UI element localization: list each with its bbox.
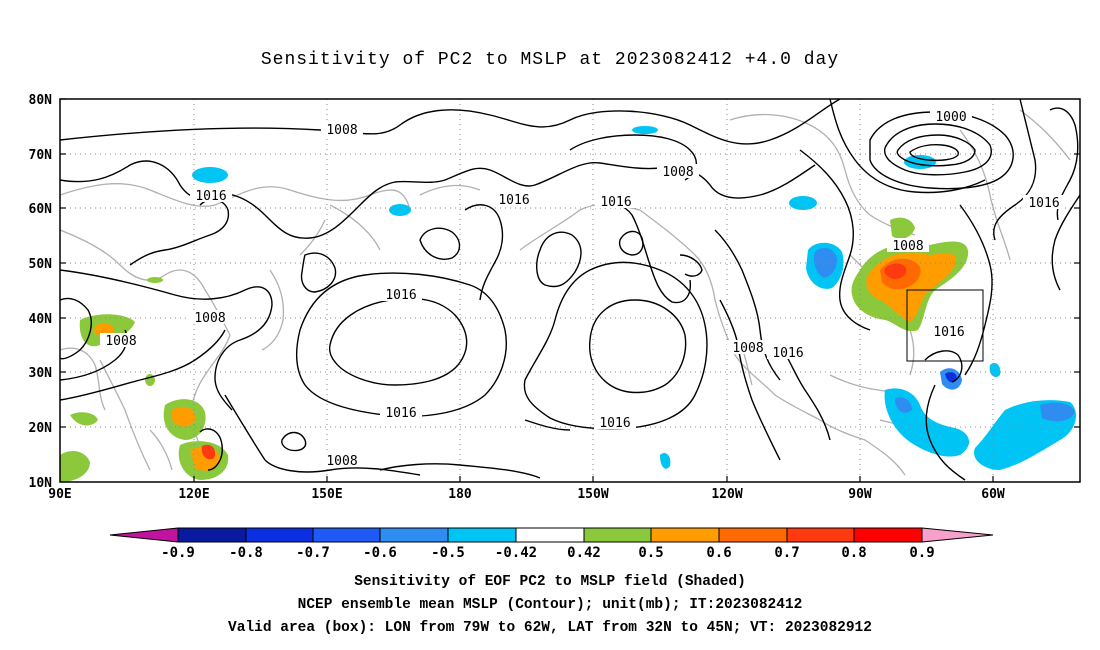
svg-text:1016: 1016 bbox=[599, 416, 630, 431]
contour-label: 1008 bbox=[189, 310, 231, 326]
contour-label: 1000 bbox=[930, 109, 972, 125]
svg-text:1008: 1008 bbox=[662, 165, 693, 180]
colorbar-high-triangle bbox=[922, 528, 993, 542]
contour-label: 1016 bbox=[594, 415, 636, 431]
colorbar-swatch bbox=[246, 528, 313, 542]
contour-label: 1016 bbox=[380, 405, 422, 421]
colorbar-swatch bbox=[178, 528, 246, 542]
lon-label: 180 bbox=[448, 487, 472, 502]
colorbar-label: -0.42 bbox=[495, 545, 537, 561]
map-frame bbox=[59, 98, 1081, 483]
contour-label: 1016 bbox=[595, 194, 637, 210]
svg-text:1008: 1008 bbox=[105, 334, 136, 349]
contour-label: 1008 bbox=[727, 340, 769, 356]
lat-label: 50N bbox=[29, 257, 53, 272]
lon-label: 90E bbox=[48, 487, 71, 502]
svg-text:1008: 1008 bbox=[326, 123, 357, 138]
valid-area-box bbox=[906, 289, 984, 362]
lat-label: 70N bbox=[29, 148, 53, 163]
lon-label: 90W bbox=[848, 487, 872, 502]
svg-text:1016: 1016 bbox=[600, 195, 631, 210]
svg-text:1016: 1016 bbox=[498, 193, 529, 208]
axis-ticks bbox=[60, 98, 1080, 482]
lon-label: 150W bbox=[577, 487, 608, 502]
colorbar-label: -0.8 bbox=[229, 545, 263, 561]
contour-label: 1016 bbox=[928, 324, 970, 340]
colorbar-label: 0.8 bbox=[841, 545, 866, 561]
map-area: 1008 1008 1000 1016 1016 1016 bbox=[60, 99, 1080, 482]
colorbar-label: -0.5 bbox=[431, 545, 465, 561]
colorbar-label: -0.6 bbox=[363, 545, 397, 561]
contour-label: 1008 bbox=[657, 164, 699, 180]
lat-label: 30N bbox=[29, 366, 53, 381]
colorbar-swatch bbox=[651, 528, 719, 542]
svg-text:1016: 1016 bbox=[385, 406, 416, 421]
colorbar-low-triangle bbox=[110, 528, 178, 542]
map-title: Sensitivity of PC2 to MSLP at 2023082412… bbox=[260, 50, 840, 70]
colorbar-swatch bbox=[584, 528, 651, 542]
lat-label: 40N bbox=[29, 312, 53, 327]
svg-text:1008: 1008 bbox=[326, 454, 357, 469]
lon-label: 120E bbox=[178, 487, 209, 502]
colorbar-label: 0.9 bbox=[909, 545, 934, 561]
contour-label: 1008 bbox=[321, 453, 363, 469]
svg-text:1016: 1016 bbox=[195, 189, 226, 204]
lon-label: 60W bbox=[981, 487, 1005, 502]
colorbar-swatch bbox=[313, 528, 380, 542]
contour-label: 1016 bbox=[1023, 195, 1065, 211]
svg-text:1008: 1008 bbox=[194, 311, 225, 326]
svg-text:1008: 1008 bbox=[732, 341, 763, 356]
colorbar-swatch bbox=[380, 528, 448, 542]
colorbar-swatch bbox=[719, 528, 787, 542]
sensitivity-shading bbox=[60, 126, 1076, 482]
caption-line-2: NCEP ensemble mean MSLP (Contour); unit(… bbox=[297, 597, 803, 613]
lat-label: 80N bbox=[29, 93, 53, 108]
svg-text:1016: 1016 bbox=[1028, 196, 1059, 211]
longitude-labels: 90E 120E 150E 180 150W 120W 90W 60W bbox=[48, 487, 1005, 502]
caption-line-1: Sensitivity of EOF PC2 to MSLP field (Sh… bbox=[354, 574, 746, 590]
contour-label: 1008 bbox=[321, 122, 363, 138]
svg-text:1016: 1016 bbox=[772, 346, 803, 361]
contour-label: 1016 bbox=[380, 287, 422, 303]
contour-label: 1016 bbox=[493, 192, 535, 208]
caption-line-3: Valid area (box): LON from 79W to 62W, L… bbox=[228, 620, 872, 636]
lat-label: 20N bbox=[29, 421, 53, 436]
lon-label: 150E bbox=[311, 487, 342, 502]
colorbar-swatch bbox=[448, 528, 516, 542]
contour-labels: 1008 1008 1000 1016 1016 1016 bbox=[100, 109, 1065, 469]
colorbar-label: 0.6 bbox=[706, 545, 731, 561]
colorbar-label: 0.42 bbox=[567, 545, 601, 561]
colorbar-swatch bbox=[516, 528, 584, 542]
colorbar-label: 0.5 bbox=[638, 545, 663, 561]
latitude-labels: 80N 70N 60N 50N 40N 30N 20N 10N bbox=[29, 93, 53, 491]
colorbar-label: 0.7 bbox=[774, 545, 799, 561]
colorbar-swatch bbox=[787, 528, 854, 542]
svg-text:1016: 1016 bbox=[933, 325, 964, 340]
contour-label: 1016 bbox=[767, 345, 809, 361]
colorbar-label: -0.9 bbox=[161, 545, 195, 561]
contour-label: 1016 bbox=[190, 188, 232, 204]
lat-label: 60N bbox=[29, 202, 53, 217]
svg-text:1016: 1016 bbox=[385, 288, 416, 303]
contour-label: 1008 bbox=[887, 238, 929, 254]
svg-text:1000: 1000 bbox=[935, 110, 966, 125]
contour-label: 1008 bbox=[100, 333, 142, 349]
colorbar-label: -0.7 bbox=[296, 545, 330, 561]
svg-text:1008: 1008 bbox=[892, 239, 923, 254]
lat-label: 10N bbox=[29, 476, 53, 491]
lon-label: 120W bbox=[711, 487, 742, 502]
colorbar: -0.9 -0.8 -0.7 -0.6 -0.5 -0.42 0.42 0.5 … bbox=[109, 527, 994, 561]
colorbar-swatch bbox=[854, 528, 922, 542]
